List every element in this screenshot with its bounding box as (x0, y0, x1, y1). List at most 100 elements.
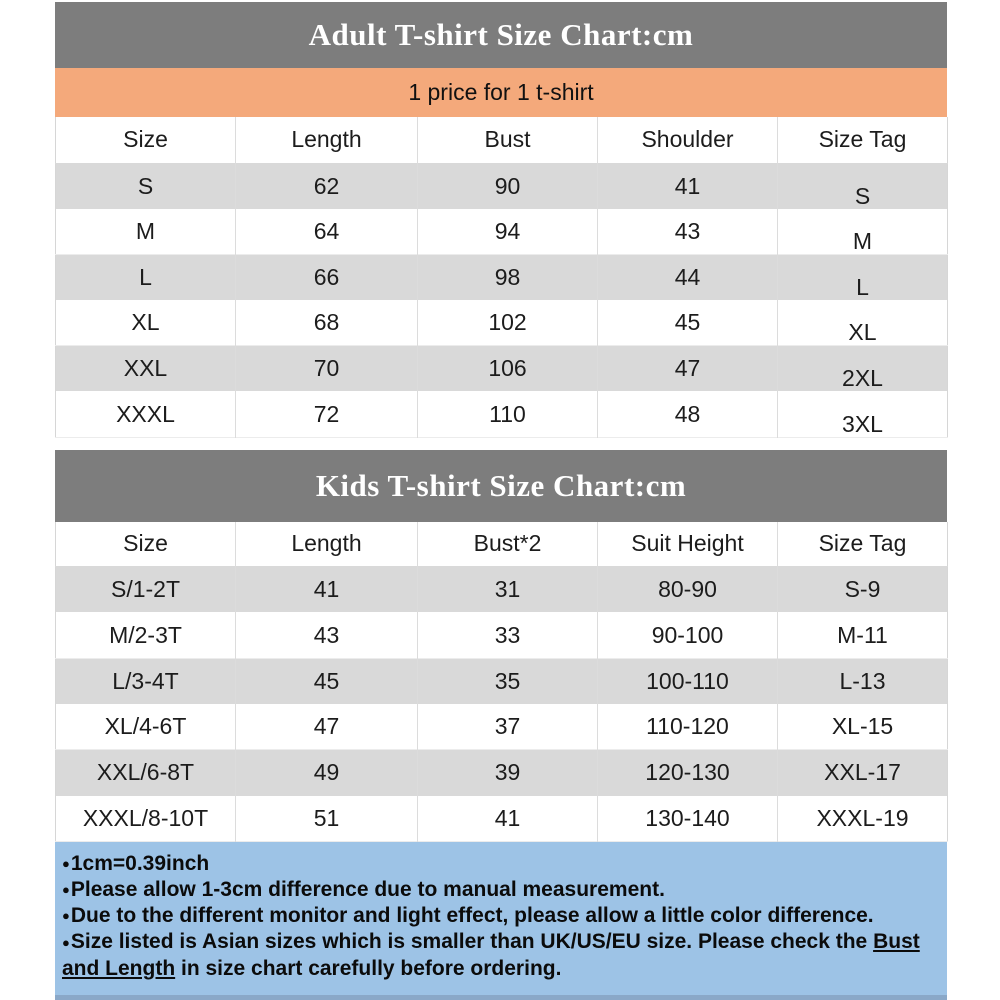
table-row: S/1-2T 41 31 80-90 S-9 (55, 566, 948, 613)
table-cell: 102 (417, 300, 598, 346)
table-cell: 45 (235, 658, 418, 705)
table-cell: XXXL (55, 391, 236, 438)
column-header: Size Tag (818, 530, 907, 557)
note-text: Please allow 1-3cm difference due to man… (70, 878, 665, 902)
table-row: XL/4-6T 47 37 110-120 XL-15 (55, 704, 948, 750)
table-cell: 43 (597, 208, 778, 255)
table-cell: XL (55, 300, 236, 346)
note-text: Size listed is Asian sizes which is smal… (70, 930, 874, 954)
table-cell: 41 (235, 566, 418, 613)
table-cell: 37 (417, 704, 598, 750)
table-cell: M-11 (837, 621, 888, 648)
table-cell: 49 (235, 749, 418, 796)
column-header: Length (235, 521, 418, 567)
price-banner-text: 1 price for 1 t-shirt (408, 79, 594, 105)
table-cell: XXL (55, 345, 236, 392)
table-cell: 47 (597, 345, 778, 392)
table-row: M/2-3T 43 33 90-100 M-11 (55, 612, 948, 659)
table-cell: S/1-2T (55, 566, 236, 613)
table-cell: 120-130 (597, 749, 778, 796)
table-cell: L (55, 254, 236, 301)
note-line-conversion: ●1cm=0.39inch (62, 851, 939, 877)
table-cell: XL/4-6T (55, 704, 236, 750)
adult-table-body: S 62 90 41 S M 64 94 43 M L 66 98 44 L XL 68 102 45 XL XXL 70… (55, 163, 948, 438)
table-cell: XXXL-19 (816, 804, 909, 831)
table-cell: M (55, 208, 236, 255)
adult-table-header: Size Length Bust Shoulder Size Tag (55, 117, 948, 163)
table-cell: L (856, 273, 869, 300)
table-cell: XL-15 (831, 713, 894, 740)
table-cell: L/3-4T (55, 658, 236, 705)
header-row: Size Length Bust*2 Suit Height Size Tag (55, 521, 948, 567)
column-header: Suit Height (597, 521, 778, 567)
table-cell: 90-100 (597, 612, 778, 659)
table-cell: 106 (417, 345, 598, 392)
note-text: 1cm=0.39inch (70, 851, 210, 875)
adult-chart-title-bar: Adult T-shirt Size Chart:cm (55, 2, 947, 68)
table-row: XXXL 72 110 48 3XL (55, 391, 948, 438)
kids-chart-title-bar: Kids T-shirt Size Chart:cm (55, 449, 947, 522)
table-cell: 41 (597, 163, 778, 209)
table-cell: 31 (417, 566, 598, 613)
table-row: S 62 90 41 S (55, 163, 948, 209)
column-header: Shoulder (597, 117, 778, 163)
section-divider-gap (55, 437, 947, 450)
table-cell: 68 (235, 300, 418, 346)
table-cell: 70 (235, 345, 418, 392)
header-row: Size Length Bust Shoulder Size Tag (55, 117, 948, 163)
table-cell: 90 (417, 163, 598, 209)
kids-table-body: S/1-2T 41 31 80-90 S-9 M/2-3T 43 33 90-100 M-11 L/… (55, 566, 948, 842)
table-cell: 98 (417, 254, 598, 301)
table-cell: 51 (235, 795, 418, 842)
table-cell: 43 (235, 612, 418, 659)
bullet-icon: ● (62, 908, 70, 924)
size-chart-content: Adult T-shirt Size Chart:cm 1 price for … (55, 2, 948, 1000)
table-cell: S (854, 182, 871, 209)
table-row: L 66 98 44 L (55, 254, 948, 301)
table-cell: 44 (597, 254, 778, 301)
note-line-sizing: ●Size listed is Asian sizes which is sma… (62, 929, 939, 981)
table-cell: 45 (597, 300, 778, 346)
column-header: Size (55, 521, 236, 567)
table-cell: L-13 (839, 667, 886, 694)
table-cell: XXXL/8-10T (55, 795, 236, 842)
table-row: XXL 70 106 47 2XL (55, 345, 948, 392)
note-text: Due to the different monitor and light e… (70, 904, 874, 928)
adult-size-table: Size Length Bust Shoulder Size Tag S 62 90 41 S M… (55, 117, 948, 438)
table-row: XXXL/8-10T 51 41 130-140 XXXL-19 (55, 795, 948, 842)
table-row: XXL/6-8T 49 39 120-130 XXL-17 (55, 749, 948, 796)
table-cell: 130-140 (597, 795, 778, 842)
note-line-color: ●Due to the different monitor and light … (62, 903, 939, 929)
table-cell: XXL/6-8T (55, 749, 236, 796)
note-line-measurement: ●Please allow 1-3cm difference due to ma… (62, 877, 939, 903)
table-cell: 41 (417, 795, 598, 842)
table-cell: M/2-3T (55, 612, 236, 659)
adult-chart-title: Adult T-shirt Size Chart:cm (308, 17, 694, 52)
bullet-icon: ● (62, 856, 70, 872)
table-cell: XXL-17 (824, 759, 901, 786)
column-header: Bust*2 (417, 521, 598, 567)
table-cell: 72 (235, 391, 418, 438)
column-header: Size (55, 117, 236, 163)
note-text: in size chart carefully before ordering. (175, 956, 562, 980)
table-cell: 62 (235, 163, 418, 209)
bullet-icon: ● (62, 934, 70, 950)
table-cell: S-9 (844, 576, 881, 603)
table-cell: 100-110 (597, 658, 778, 705)
kids-table-header: Size Length Bust*2 Suit Height Size Tag (55, 521, 948, 567)
table-cell: 3XL (842, 410, 883, 437)
table-cell: 94 (417, 208, 598, 255)
table-cell: 2XL (842, 365, 883, 392)
column-header: Size Tag (818, 126, 907, 153)
table-cell: 33 (417, 612, 598, 659)
table-cell: 47 (235, 704, 418, 750)
price-banner: 1 price for 1 t-shirt (55, 68, 947, 117)
table-cell: 110 (417, 391, 598, 438)
column-header: Length (235, 117, 418, 163)
table-cell: XL (848, 319, 877, 346)
table-row: XL 68 102 45 XL (55, 300, 948, 346)
table-cell: 35 (417, 658, 598, 705)
note-text-underlined: Bust and Length (62, 930, 920, 980)
table-row: M 64 94 43 M (55, 208, 948, 255)
